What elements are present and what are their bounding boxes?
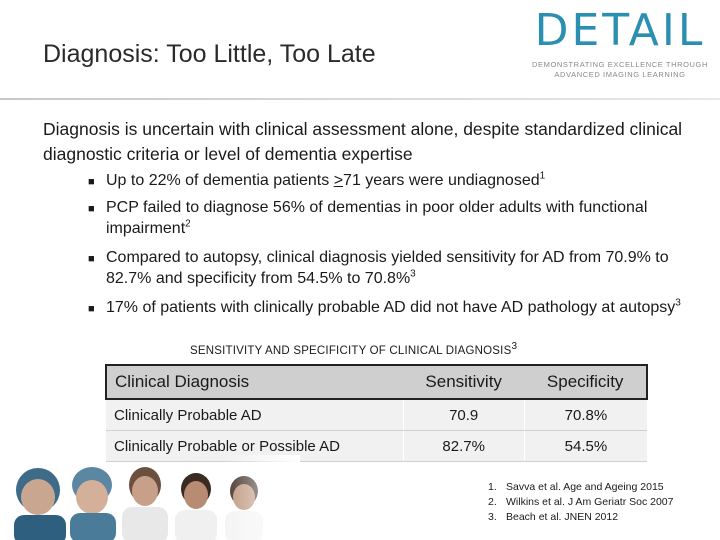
table-row: Clinically Probable AD 70.9 70.8% xyxy=(106,399,647,431)
bullet-marker-icon: ■ xyxy=(88,176,95,188)
bullet-item: ■ PCP failed to diagnose 56% of dementia… xyxy=(88,197,698,239)
bullet-ref: 3 xyxy=(410,268,416,280)
bullet-marker-icon: ■ xyxy=(88,303,95,315)
reference-item: 1. Savva et al. Age and Ageing 2015 xyxy=(488,480,673,495)
reference-number: 2. xyxy=(488,496,497,508)
bullet-item: ■ Up to 22% of dementia patients >71 yea… xyxy=(88,170,698,191)
bullet-text: 17% of patients with clinically probable… xyxy=(106,299,676,316)
cell-diagnosis: Clinically Probable AD xyxy=(106,399,403,431)
logo-tagline-line2: ADVANCED IMAGING LEARNING xyxy=(554,70,686,79)
logo-tagline-line1: DEMONSTRATING EXCELLENCE THROUGH xyxy=(531,60,709,69)
reference-text: Savva et al. Age and Ageing 2015 xyxy=(506,481,664,493)
bullet-text-cont: 71 years were undiagnosed xyxy=(343,172,540,189)
reference-item: 3. Beach et al. JNEN 2012 xyxy=(488,510,673,525)
logo-tagline: DEMONSTRATING EXCELLENCE THROUGH ADVANCE… xyxy=(525,60,715,80)
logo-wordmark: DETAIL xyxy=(534,5,706,56)
cell-specificity: 54.5% xyxy=(523,430,647,462)
bullet-marker-icon: ■ xyxy=(88,253,95,265)
bullet-marker-icon: ■ xyxy=(88,203,95,215)
bullet-ref: 3 xyxy=(675,297,681,309)
bullet-text: Compared to autopsy, clinical diagnosis … xyxy=(106,249,669,287)
header-clinical-diagnosis: Clinical Diagnosis xyxy=(105,364,403,400)
table-caption-ref: 3 xyxy=(511,341,518,353)
sensitivity-specificity-table: Clinical Diagnosis Sensitivity Specifici… xyxy=(105,364,648,462)
reference-item: 2. Wilkins et al. J Am Geriatr Soc 2007 xyxy=(488,495,673,510)
bullet-symbol: > xyxy=(333,172,344,189)
reference-number: 1. xyxy=(488,481,497,493)
reference-list: 1. Savva et al. Age and Ageing 2015 2. Wil… xyxy=(488,480,673,525)
bullet-list: ■ Up to 22% of dementia patients >71 yea… xyxy=(88,170,698,318)
header-sensitivity: Sensitivity xyxy=(403,364,525,400)
clinicians-photo-graphic xyxy=(0,455,300,540)
bullet-item: ■ 17% of patients with clinically probab… xyxy=(88,297,698,318)
table-caption: SENSITIVITY AND SPECIFICITY OF CLINICAL … xyxy=(190,342,517,357)
bullet-ref: 2 xyxy=(185,218,191,230)
bullet-ref: 1 xyxy=(539,170,546,182)
reference-text: Beach et al. JNEN 2012 xyxy=(506,511,619,523)
bullet-text: PCP failed to diagnose 56% of dementias … xyxy=(106,199,648,237)
detail-logo: DETAIL DEMONSTRATING EXCELLENCE THROUGH … xyxy=(525,8,715,80)
table-caption-text: SENSITIVITY AND SPECIFICITY OF CLINICAL … xyxy=(190,345,512,357)
slide-title: Diagnosis: Too Little, Too Late xyxy=(43,40,376,68)
cell-sensitivity: 70.9 xyxy=(402,399,525,431)
bullet-text: Up to 22% of dementia patients xyxy=(106,172,334,189)
cell-specificity: 70.8% xyxy=(523,399,647,431)
header-specificity: Specificity xyxy=(524,364,648,400)
bullet-item: ■ Compared to autopsy, clinical diagnosi… xyxy=(88,247,698,289)
reference-number: 3. xyxy=(488,511,497,523)
clinicians-photo xyxy=(0,455,300,540)
intro-text: Diagnosis is uncertain with clinical ass… xyxy=(43,119,683,164)
table-header-row: Clinical Diagnosis Sensitivity Specifici… xyxy=(105,364,648,400)
cell-sensitivity: 82.7% xyxy=(402,430,525,462)
header-divider xyxy=(0,98,720,100)
reference-text: Wilkins et al. J Am Geriatr Soc 2007 xyxy=(506,496,674,508)
